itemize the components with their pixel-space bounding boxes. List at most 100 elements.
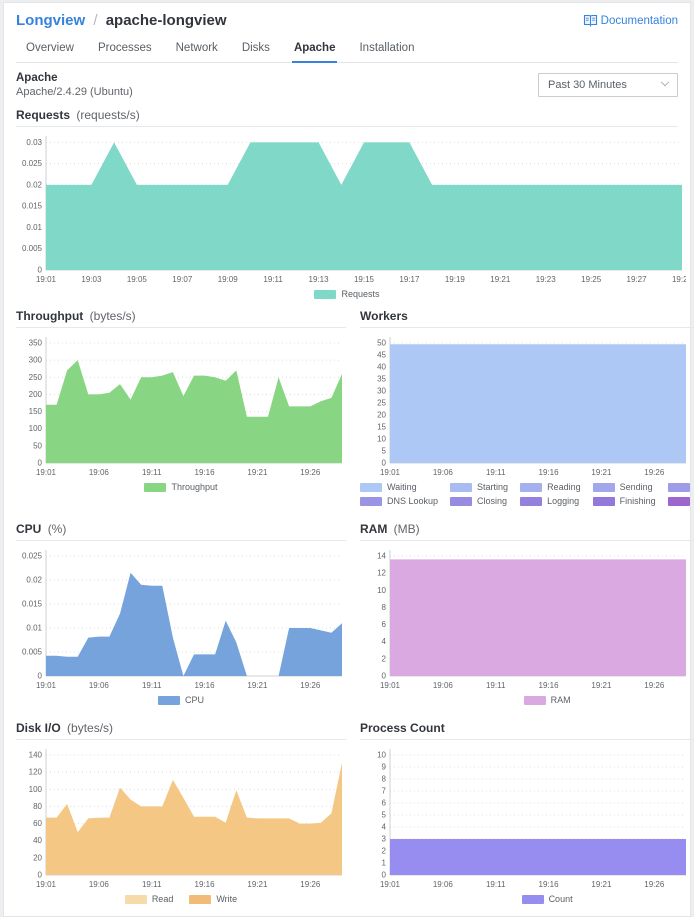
tab-apache[interactable]: Apache [291, 36, 338, 63]
svg-text:50: 50 [377, 339, 386, 348]
svg-text:1: 1 [382, 859, 387, 868]
legend-swatch [592, 482, 615, 492]
svg-text:0.015: 0.015 [22, 600, 43, 609]
breadcrumb-separator: / [93, 12, 98, 29]
chart-title: CPU [16, 522, 42, 536]
svg-text:6: 6 [382, 620, 387, 629]
svg-text:19:21: 19:21 [591, 681, 612, 690]
svg-text:150: 150 [29, 407, 43, 416]
svg-text:200: 200 [29, 390, 43, 399]
svg-text:20: 20 [377, 411, 386, 420]
svg-text:0: 0 [38, 871, 43, 880]
tab-network[interactable]: Network [175, 42, 218, 54]
legend-label: Finishing [619, 496, 656, 506]
chart-title: Process Count [360, 721, 445, 735]
legend-label: Starting [477, 482, 509, 492]
svg-text:0.01: 0.01 [26, 223, 42, 232]
breadcrumb-longview-link[interactable]: Longview [16, 12, 86, 29]
breadcrumb: Longview / apache-longview [16, 12, 227, 29]
topbar: Longview / apache-longview Documentation [16, 3, 678, 36]
legend-item: Cleanup [667, 496, 694, 506]
tab-disks[interactable]: Disks [241, 42, 270, 54]
tab-processes[interactable]: Processes [97, 42, 152, 54]
svg-text:300: 300 [29, 356, 43, 365]
legend-swatch [521, 894, 544, 904]
svg-text:19:13: 19:13 [309, 275, 330, 284]
svg-text:19:16: 19:16 [539, 468, 560, 477]
svg-text:19:01: 19:01 [36, 468, 57, 477]
legend-swatch [520, 482, 543, 492]
svg-text:19:11: 19:11 [142, 468, 162, 477]
legend-label: Logging [547, 496, 580, 506]
legend-item: Logging [520, 496, 579, 506]
svg-text:25: 25 [377, 399, 386, 408]
chart-throughput: Throughput (bytes/s) 0 50 100 150 200 250 300 3… [16, 307, 346, 512]
svg-text:0.005: 0.005 [22, 648, 43, 657]
svg-text:10: 10 [377, 435, 386, 444]
svg-text:19:06: 19:06 [433, 468, 454, 477]
svg-text:19:11: 19:11 [486, 468, 506, 477]
svg-text:19:05: 19:05 [127, 275, 148, 284]
legend-swatch [450, 496, 473, 506]
svg-text:8: 8 [382, 775, 387, 784]
legend-swatch [667, 482, 690, 492]
legend-item: Read [124, 894, 174, 904]
svg-text:0.02: 0.02 [26, 180, 42, 189]
legend-label: Read [151, 894, 174, 904]
chart-title: Disk I/O [16, 721, 61, 735]
legend-item: Finishing [592, 496, 656, 506]
legend-swatch [189, 894, 212, 904]
legend-item: Keepalive [667, 482, 694, 492]
svg-text:45: 45 [377, 351, 386, 360]
svg-text:10: 10 [377, 586, 386, 595]
legend-swatch [592, 496, 615, 506]
svg-text:12: 12 [377, 569, 386, 578]
svg-text:4: 4 [382, 823, 387, 832]
svg-text:19:19: 19:19 [445, 275, 466, 284]
legend-swatch [124, 894, 147, 904]
svg-text:5: 5 [382, 811, 387, 820]
charts-grid: Throughput (bytes/s) 0 50 100 150 200 250 300 3… [16, 307, 694, 910]
svg-text:19:11: 19:11 [486, 681, 506, 690]
cpu-legend: CPU [16, 695, 346, 705]
chart-unit: (requests/s) [76, 108, 140, 122]
legend-label: Sending [619, 482, 653, 492]
requests-legend: Requests [16, 289, 678, 299]
panel-title: Apache [16, 72, 58, 84]
svg-text:19:16: 19:16 [539, 681, 560, 690]
chart-title: Workers [360, 309, 408, 323]
svg-text:0: 0 [38, 672, 43, 681]
svg-text:19:26: 19:26 [644, 468, 665, 477]
requests-title-row: Requests (requests/s) [16, 106, 678, 127]
tab-overview[interactable]: Overview [26, 42, 74, 54]
panel-titles: Apache Apache/2.4.29 (Ubuntu) [16, 72, 133, 98]
svg-text:50: 50 [33, 441, 42, 450]
svg-text:100: 100 [29, 424, 43, 433]
tab-installation[interactable]: Installation [359, 42, 415, 54]
legend-item: Reading [520, 482, 581, 492]
legend-item: Write [189, 894, 237, 904]
svg-text:7: 7 [382, 787, 387, 796]
legend-swatch [144, 482, 167, 492]
workers-legend: Waiting Starting Reading Sending Keepalive DN… [360, 482, 694, 506]
svg-text:0: 0 [382, 871, 387, 880]
svg-text:100: 100 [29, 785, 43, 794]
svg-text:19:03: 19:03 [81, 275, 102, 284]
time-range-select[interactable]: Past 30 Minutes [538, 73, 678, 97]
legend-item: Throughput [144, 482, 218, 492]
legend-item: RAM [523, 695, 571, 705]
panel-header: Apache Apache/2.4.29 (Ubuntu) Past 30 Mi… [16, 63, 678, 106]
svg-text:19:26: 19:26 [300, 468, 321, 477]
svg-text:8: 8 [382, 603, 387, 612]
chart-disk-io: Disk I/O (bytes/s) 0 20 40 60 80 100 120 140 19:… [16, 719, 346, 910]
svg-text:19:09: 19:09 [218, 275, 239, 284]
legend-swatch [360, 496, 382, 506]
svg-text:19:23: 19:23 [536, 275, 557, 284]
svg-text:19:27: 19:27 [627, 275, 648, 284]
disk-io-legend: Read Write [16, 894, 346, 904]
documentation-link[interactable]: Documentation [583, 14, 678, 27]
svg-text:0.03: 0.03 [26, 138, 42, 147]
svg-text:40: 40 [377, 363, 386, 372]
